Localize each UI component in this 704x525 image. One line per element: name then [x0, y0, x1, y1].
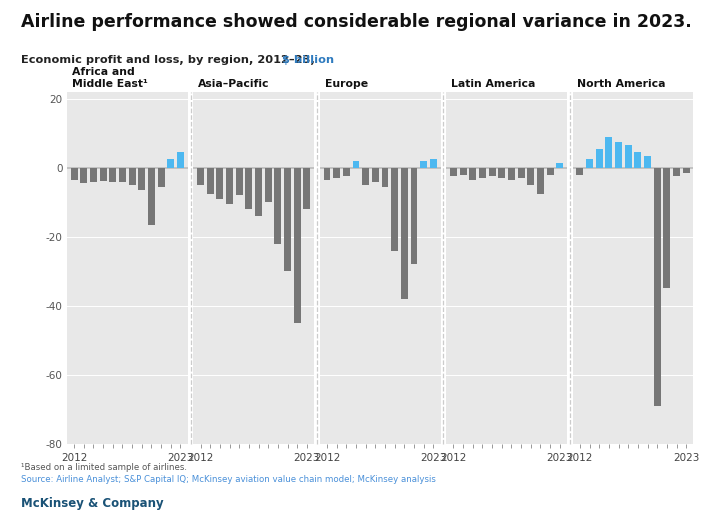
Bar — [382, 168, 389, 187]
Text: Africa and
Middle East¹: Africa and Middle East¹ — [72, 67, 148, 89]
Bar — [624, 145, 631, 168]
Bar — [168, 159, 175, 168]
Bar — [109, 168, 116, 182]
Bar — [148, 168, 155, 225]
Bar — [508, 168, 515, 180]
Bar — [615, 142, 622, 168]
Bar — [255, 168, 262, 216]
Bar — [265, 168, 272, 202]
Bar — [498, 168, 505, 178]
Bar — [401, 168, 408, 299]
Bar — [275, 168, 282, 244]
Bar — [158, 168, 165, 187]
Bar — [654, 168, 660, 406]
Bar — [556, 163, 563, 168]
Bar — [100, 168, 106, 181]
Text: Asia–Pacific: Asia–Pacific — [198, 79, 270, 89]
Bar — [362, 168, 369, 185]
Text: North America: North America — [577, 79, 666, 89]
Bar — [489, 168, 496, 176]
Bar — [294, 168, 301, 323]
Bar — [197, 168, 204, 185]
Bar — [577, 168, 584, 175]
Bar — [372, 168, 379, 182]
Bar — [596, 149, 603, 168]
Bar — [226, 168, 233, 204]
Bar — [391, 168, 398, 250]
Bar — [546, 168, 553, 175]
Bar — [284, 168, 291, 271]
Bar — [207, 168, 214, 194]
Bar — [517, 168, 524, 178]
Text: Airline performance showed considerable regional variance in 2023.: Airline performance showed considerable … — [21, 13, 692, 31]
Bar — [324, 168, 330, 180]
Bar — [216, 168, 223, 199]
Bar — [119, 168, 126, 182]
Bar — [410, 168, 417, 264]
Bar — [537, 168, 544, 194]
Text: Europe: Europe — [325, 79, 367, 89]
Bar — [634, 152, 641, 168]
Bar — [673, 168, 680, 176]
Bar — [70, 168, 77, 180]
Bar — [460, 168, 467, 175]
Bar — [333, 168, 340, 178]
Bar — [80, 168, 87, 183]
Bar — [586, 159, 593, 168]
Text: Latin America: Latin America — [451, 79, 536, 89]
Bar — [90, 168, 97, 182]
Text: McKinsey & Company: McKinsey & Company — [21, 497, 164, 510]
Bar — [246, 168, 252, 209]
Bar — [470, 168, 476, 180]
Bar — [644, 156, 651, 168]
Bar — [605, 136, 612, 168]
Bar — [303, 168, 310, 209]
Bar — [430, 159, 436, 168]
Bar — [129, 168, 136, 185]
Text: $ billion: $ billion — [278, 55, 334, 65]
Bar — [527, 168, 534, 185]
Bar — [343, 168, 350, 176]
Text: Economic profit and loss, by region, 2012–23,: Economic profit and loss, by region, 201… — [21, 55, 315, 65]
Text: Source: Airline Analyst; S&P Capital IQ; McKinsey aviation value chain model; Mc: Source: Airline Analyst; S&P Capital IQ;… — [21, 475, 436, 484]
Bar — [450, 168, 457, 176]
Bar — [683, 168, 690, 173]
Bar — [138, 168, 145, 190]
Bar — [353, 161, 360, 168]
Bar — [420, 161, 427, 168]
Text: ¹Based on a limited sample of airlines.: ¹Based on a limited sample of airlines. — [21, 463, 187, 472]
Bar — [663, 168, 670, 288]
Bar — [177, 152, 184, 168]
Bar — [236, 168, 243, 195]
Bar — [479, 168, 486, 178]
